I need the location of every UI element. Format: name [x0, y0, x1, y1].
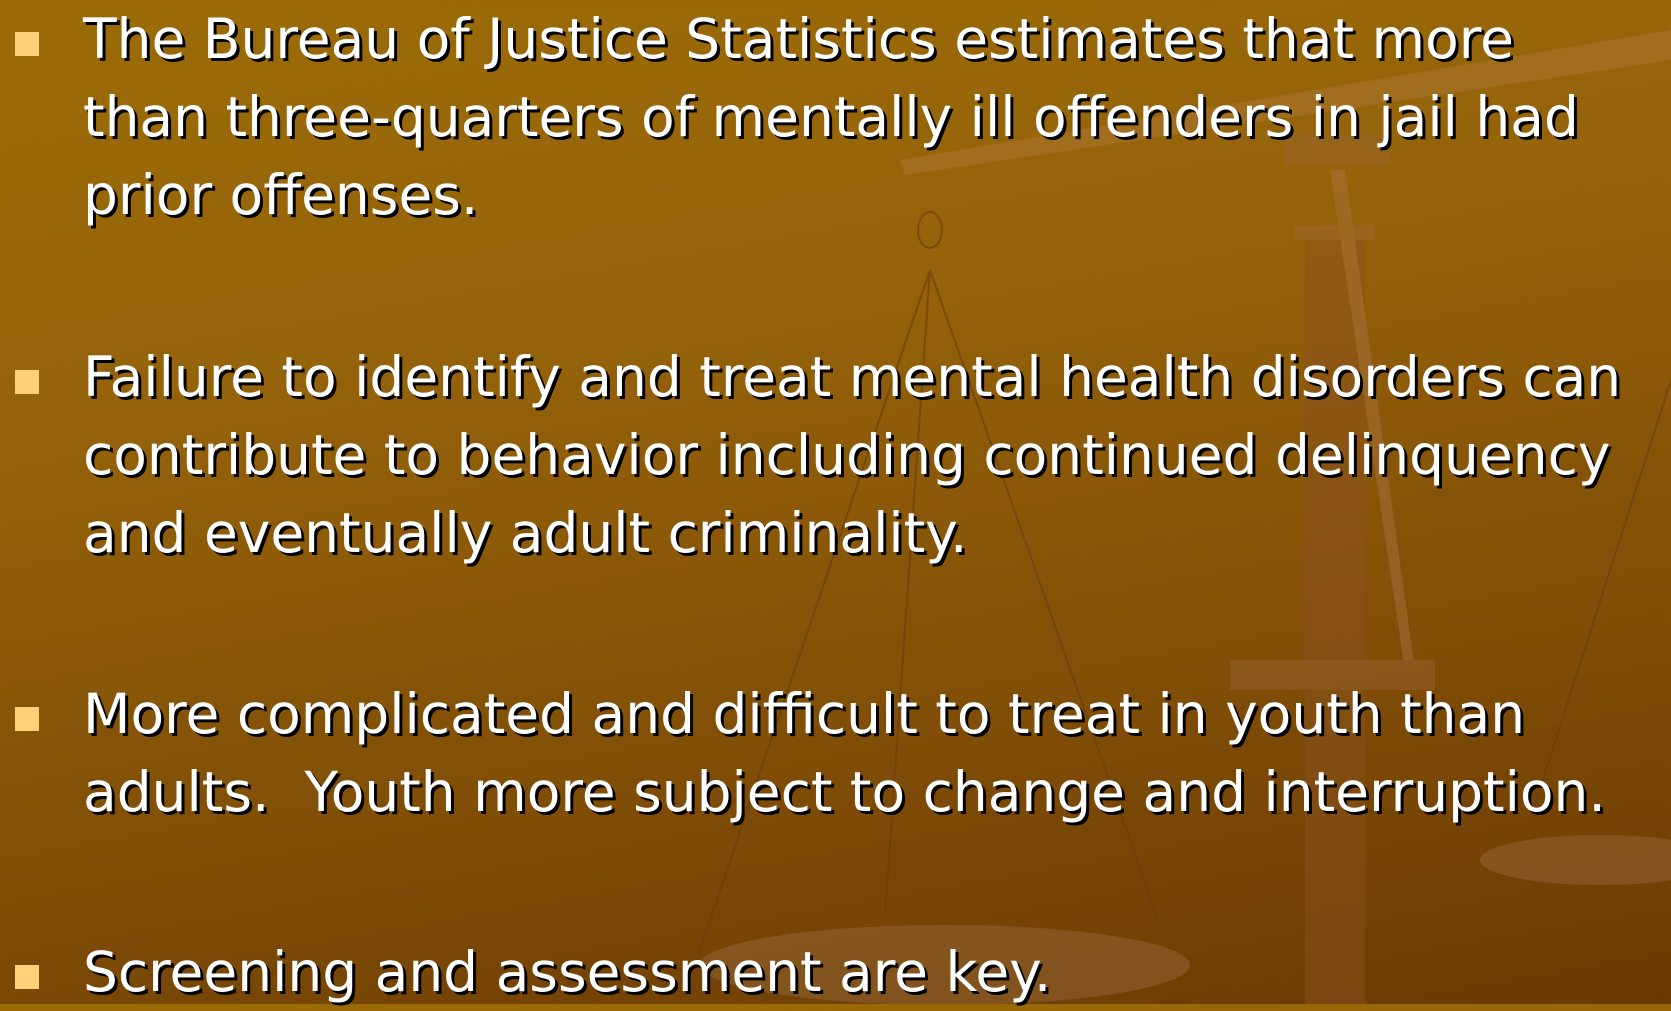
bullet-text: prior offenses.	[83, 163, 479, 227]
bullet-text: Failure to identify and treat mental hea…	[83, 345, 1622, 409]
bullet-text: Screening and assessment are key.	[83, 940, 1052, 1004]
bullet-marker	[15, 707, 39, 731]
bullet-text: The Bureau of Justice Statistics estimat…	[83, 7, 1514, 71]
bullet-marker	[15, 370, 39, 394]
bullet-text: contribute to behavior including continu…	[83, 423, 1611, 487]
bullet-marker	[15, 965, 39, 989]
bullet-text: and eventually adult criminality.	[83, 501, 968, 565]
bullet-text: adults. Youth more subject to change and…	[83, 760, 1606, 824]
bullet-marker	[15, 32, 39, 56]
bullet-text: than three-quarters of mentally ill offe…	[83, 85, 1579, 149]
bullet-text: More complicated and difficult to treat …	[83, 682, 1526, 746]
